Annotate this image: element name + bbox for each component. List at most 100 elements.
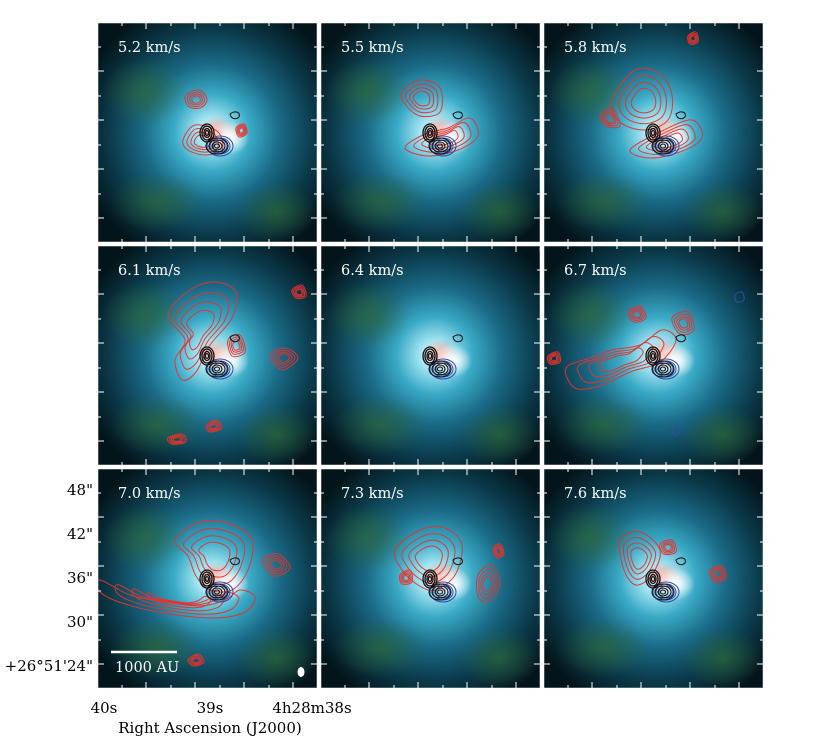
redshifted-contour bbox=[711, 567, 725, 581]
velocity-label: 6.7 km/s bbox=[564, 263, 627, 279]
redshifted-contour bbox=[189, 93, 204, 106]
redshifted-contour bbox=[610, 67, 674, 131]
continuum-contour bbox=[211, 364, 223, 374]
continuum-contour bbox=[675, 111, 686, 120]
continuum-contour bbox=[229, 557, 240, 566]
continuum-contour bbox=[204, 352, 210, 360]
redshifted-contour bbox=[495, 547, 502, 555]
redshifted-contour bbox=[659, 539, 677, 556]
blueshifted-contour bbox=[206, 135, 234, 157]
redshifted-contour bbox=[673, 313, 693, 333]
dec-tick-label: +26°51'24" bbox=[5, 657, 93, 675]
diffuse-emission bbox=[326, 504, 410, 572]
redshifted-contour bbox=[476, 564, 501, 603]
redshifted-contour bbox=[482, 576, 493, 593]
redshifted-contour bbox=[626, 542, 652, 575]
scale-bar-label: 1000 AU bbox=[115, 660, 179, 676]
redshifted-contour bbox=[478, 568, 498, 600]
velocity-label: 5.5 km/s bbox=[341, 40, 404, 56]
redshifted-contour bbox=[171, 435, 184, 443]
continuum-contour bbox=[657, 364, 669, 374]
diffuse-emission bbox=[683, 182, 763, 242]
diffuse-emission bbox=[683, 628, 763, 688]
channel-panel: 5.8 km/s bbox=[542, 21, 765, 244]
redshifted-contour bbox=[599, 107, 621, 129]
channel-panel: 6.7 km/s bbox=[542, 244, 765, 467]
redshifted-contour bbox=[238, 127, 245, 134]
continuum-contour bbox=[203, 573, 211, 585]
diffuse-emission bbox=[557, 395, 649, 455]
redshifted-contour bbox=[166, 433, 188, 445]
continuum-contour bbox=[427, 575, 433, 583]
panel-frame bbox=[96, 467, 319, 690]
continuum-contour bbox=[213, 589, 221, 595]
redshifted-contour bbox=[191, 535, 238, 578]
redshifted-contour bbox=[480, 572, 496, 596]
redshifted-contour bbox=[618, 75, 667, 125]
continuum-contour bbox=[452, 557, 463, 566]
redshifted-contour bbox=[264, 555, 288, 575]
redshifted-contour bbox=[690, 35, 696, 42]
diffuse-emission bbox=[237, 628, 317, 688]
redshifted-contour bbox=[603, 111, 617, 125]
continuum-contour bbox=[659, 366, 667, 372]
redshifted-contour bbox=[97, 579, 256, 619]
continuum-contour bbox=[424, 571, 436, 587]
diffuse-emission bbox=[334, 172, 426, 232]
redshifted-contour bbox=[632, 310, 642, 319]
continuum-contour bbox=[213, 143, 221, 149]
redshifted-contour bbox=[184, 89, 208, 109]
continuum-contour bbox=[647, 571, 659, 587]
continuum-contour bbox=[452, 111, 463, 120]
continuum-contour bbox=[201, 571, 213, 587]
diffuse-emission bbox=[111, 618, 203, 678]
redshifted-contour bbox=[208, 422, 219, 431]
redshifted-contour bbox=[624, 81, 662, 119]
continuum-contour bbox=[654, 585, 672, 599]
panel-frame bbox=[542, 244, 765, 467]
diffuse-emission bbox=[111, 172, 203, 232]
ra-tick-label: 4h28m38s bbox=[272, 699, 351, 717]
channel-panel: 6.4 km/s bbox=[319, 244, 542, 467]
dec-tick-label: 48" bbox=[67, 481, 93, 499]
beam-ellipse bbox=[297, 667, 305, 677]
continuum-contour bbox=[431, 139, 449, 153]
continuum-contour bbox=[204, 129, 210, 137]
continuum-contour bbox=[649, 573, 657, 585]
redshifted-contour bbox=[709, 565, 727, 583]
continuum-contour bbox=[427, 352, 433, 360]
redshifted-contour bbox=[189, 654, 203, 666]
ra-tick-label: 39s bbox=[197, 699, 224, 717]
continuum-contour bbox=[208, 139, 226, 153]
continuum-contour bbox=[659, 589, 667, 595]
panel-frame bbox=[96, 21, 319, 244]
continuum-contour bbox=[205, 137, 229, 155]
diffuse-emission bbox=[326, 58, 410, 126]
continuum-contour bbox=[436, 143, 444, 149]
redshifted-contour bbox=[664, 543, 672, 551]
redshifted-contour bbox=[548, 352, 560, 364]
redshifted-contour bbox=[261, 553, 291, 577]
continuum-contour bbox=[654, 139, 672, 153]
diffuse-emission bbox=[557, 618, 649, 678]
redshifted-contour bbox=[180, 301, 222, 360]
redshifted-contour bbox=[629, 307, 645, 321]
continuum-contour bbox=[675, 334, 686, 343]
continuum-contour bbox=[452, 334, 463, 343]
redshifted-contour bbox=[630, 547, 648, 570]
redshifted-contour bbox=[292, 285, 306, 298]
declination-axis: 48" 42" 36" 30" +26°51'24" bbox=[5, 481, 93, 675]
continuum-contour bbox=[650, 352, 656, 360]
continuum-contour bbox=[208, 585, 226, 599]
dec-tick-label: 36" bbox=[67, 569, 93, 587]
continuum-contour bbox=[426, 127, 434, 139]
redshifted-contour bbox=[174, 520, 254, 593]
continuum-contour bbox=[434, 364, 446, 374]
continuum-contour bbox=[201, 125, 213, 141]
continuum-contour bbox=[426, 573, 434, 585]
redshifted-contour bbox=[688, 32, 698, 44]
redshifted-contour bbox=[183, 528, 246, 585]
panel-frame bbox=[542, 467, 765, 690]
redshifted-contour bbox=[402, 574, 410, 581]
continuum-contour bbox=[229, 334, 240, 343]
